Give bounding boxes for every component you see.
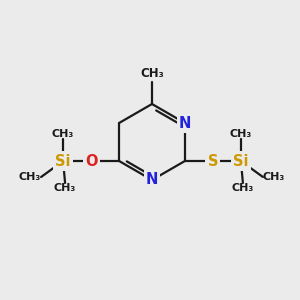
Text: S: S: [208, 154, 218, 169]
Text: CH₃: CH₃: [232, 183, 254, 193]
Text: Si: Si: [233, 154, 249, 169]
Text: N: N: [146, 172, 158, 188]
Text: CH₃: CH₃: [19, 172, 41, 182]
Text: N: N: [179, 116, 191, 130]
Text: CH₃: CH₃: [54, 183, 76, 193]
Text: CH₃: CH₃: [230, 129, 252, 139]
Text: CH₃: CH₃: [263, 172, 285, 182]
Text: CH₃: CH₃: [140, 67, 164, 80]
Text: Si: Si: [55, 154, 71, 169]
Text: O: O: [85, 154, 97, 169]
Text: CH₃: CH₃: [52, 129, 74, 139]
